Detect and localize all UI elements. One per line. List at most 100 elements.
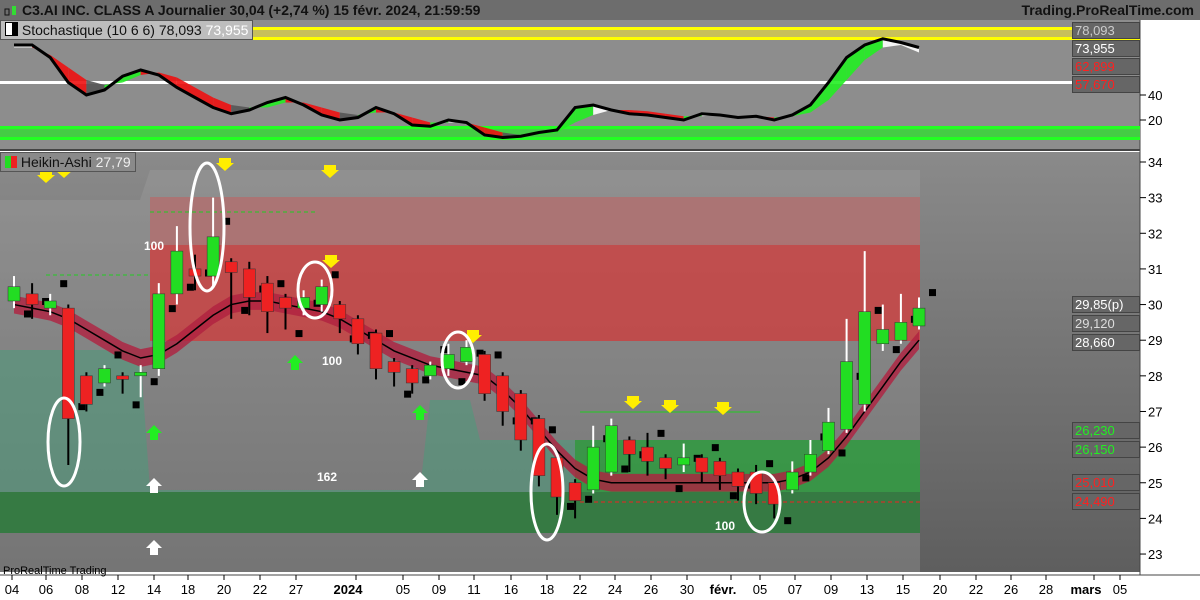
y-tick-label: 23 [1148,547,1162,562]
signal-dot [114,351,122,359]
signal-dot [585,495,593,503]
x-tick-label: 22 [573,582,587,597]
sell-arrow-icon [464,330,482,343]
price-tag: 29,85(p) [1072,296,1140,313]
y-tick-label: 31 [1148,262,1162,277]
support-zone-lower [0,492,920,533]
heikin-ashi-candle [695,457,709,473]
heikin-ashi-swatch-icon [5,156,17,168]
y-tick-label: 24 [1148,511,1162,526]
x-tick-label: 20 [933,582,947,597]
heikin-ashi-candle [134,372,147,377]
x-tick-label: 11 [467,582,481,597]
support-zone-left [0,350,575,492]
heikin-ashi-value: 27,79 [95,154,131,170]
x-tick-label: 16 [504,582,518,597]
site-label[interactable]: Trading.ProRealTime.com [1021,2,1194,18]
heikin-ashi-candle [206,236,220,277]
x-tick-label: 2024 [334,582,364,597]
heikin-ashi-candle [279,297,292,309]
signal-dot [766,460,774,468]
x-tick-label: 12 [111,582,125,597]
signal-dot [331,271,339,279]
price-axis [1140,20,1200,575]
signal-dot [96,388,104,396]
price-tag: 78,093 [1072,22,1140,39]
signal-dot [657,429,665,437]
heikin-ashi-candle [442,354,455,369]
stochastic-k-value: 78,093 [158,22,202,38]
stochastic-legend[interactable]: Stochastique (10 6 6) 78,093 73,955 [0,20,254,40]
stochastic-d-value: 73,955 [205,22,249,38]
heikin-ashi-candle [224,261,238,273]
stochastic-title: Stochastique (10 6 6) [21,22,155,38]
overbought-line [0,37,1140,40]
signal-dot [802,474,810,482]
heikin-ashi-candle [243,268,256,298]
heikin-ashi-candle [641,446,654,462]
heikin-ashi-candle [43,300,57,309]
heikin-ashi-candle [786,471,799,491]
price-tag: 62,899 [1072,58,1140,75]
heikin-ashi-candle [25,293,39,305]
heikin-ashi-candle [170,250,184,295]
x-tick-label: 26 [644,582,658,597]
signal-dot [874,306,882,314]
x-tick-label: 14 [147,582,161,597]
sell-arrow-icon [661,400,679,413]
heikin-ashi-candle [152,293,166,369]
signal-dot [476,349,484,357]
x-tick-label: 05 [1113,582,1127,597]
sell-arrow-icon [322,255,340,268]
highlight-ellipse [46,396,82,488]
stochastic-fill [195,87,214,108]
y-tick-label: 25 [1148,476,1162,491]
signal-dot [621,465,629,473]
heikin-ashi-candle [858,311,871,405]
highlight-ellipse [742,470,782,534]
price-tag: 26,150 [1072,441,1140,458]
time-axis [0,575,1200,600]
heikin-ashi-candle [405,368,419,384]
x-tick-label: 09 [824,582,838,597]
annotation-label: 100 [144,239,164,253]
stochastic-fill [176,77,195,98]
highlight-ellipse [529,442,565,542]
price-tag: 24,490 [1072,493,1140,510]
annotation-label: 162 [317,470,337,484]
x-tick-label: 05 [753,582,767,597]
signal-dot [150,378,158,386]
heikin-ashi-candle [876,329,890,345]
y-tick-label: 33 [1148,191,1162,206]
signal-dot [241,306,249,314]
signal-dot [929,289,936,297]
heikin-ashi-candle [424,364,437,377]
signal-dot [458,378,466,386]
heikin-ashi-candle [840,361,853,430]
x-tick-label: 24 [608,582,622,597]
overbought-line [0,27,1140,30]
y-tick-label: 30 [1148,298,1162,313]
x-tick-label: 15 [896,582,910,597]
price-tag: 25,010 [1072,474,1140,491]
stochastic-fill [828,57,847,100]
heikin-ashi-candle [514,393,528,441]
heikin-ashi-legend[interactable]: Heikin-Ashi 27,79 [0,152,136,172]
heikin-ashi-title: Heikin-Ashi [20,154,92,170]
x-tick-label: mars [1070,582,1101,597]
heikin-ashi-candle [116,375,129,380]
signal-dot [729,492,737,500]
buy-arrow-icon [146,425,162,440]
oversold-line [0,137,1140,140]
y-tick-label: 26 [1148,440,1162,455]
x-tick-label: 07 [788,582,802,597]
buy-arrow-icon [146,478,162,493]
x-tick-label: 22 [969,582,983,597]
signal-dot [567,502,574,510]
heikin-ashi-candle [478,354,491,394]
heikin-ashi-candle [387,361,401,373]
heikin-ashi-candle [333,304,347,320]
stochastic-k-line [14,37,920,140]
